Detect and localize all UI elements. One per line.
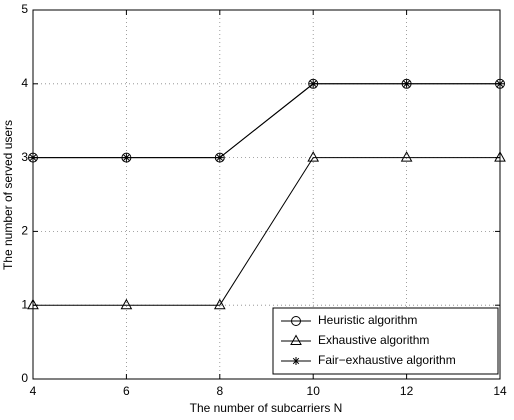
marker: [307, 151, 320, 162]
marker: [215, 153, 224, 162]
marker: [309, 79, 318, 88]
legend-marker: [292, 357, 300, 365]
marker: [27, 298, 39, 310]
x-axis-label: The number of subcarriers N: [190, 401, 343, 415]
legend-label: Exhaustive algorithm: [318, 333, 429, 347]
marker: [213, 298, 226, 310]
marker: [402, 79, 411, 88]
legend: Heuristic algorithm Exhaustive algorithm F…: [272, 307, 499, 375]
marker: [496, 79, 504, 88]
x-tick-label: 12: [400, 384, 414, 398]
series-line: [33, 157, 500, 306]
y-tick-label: 0: [21, 371, 28, 385]
series-line: [33, 83, 500, 159]
marker: [494, 151, 506, 162]
x-tick-label: 6: [123, 384, 130, 398]
legend-label: Fair−exhaustive algorithm: [318, 353, 456, 367]
y-tick-label: 4: [21, 76, 28, 90]
plot-frame: [32, 9, 501, 380]
legend-label: Heuristic algorithm: [318, 313, 417, 327]
y-tick-label: 2: [21, 224, 28, 238]
y-tick-label: 3: [21, 150, 28, 164]
x-tick-label: 8: [216, 384, 223, 398]
x-tick-label: 14: [493, 384, 507, 398]
y-axis-label: The number of served users: [1, 120, 15, 270]
y-tick-label: 1: [21, 297, 28, 311]
legend-marker: [291, 316, 301, 326]
marker: [120, 298, 133, 310]
y-tick-label: 5: [21, 2, 28, 16]
x-tick-label: 10: [307, 384, 321, 398]
x-tick-label: 4: [30, 384, 37, 398]
marker: [400, 151, 413, 162]
marker: [122, 153, 131, 162]
legend-marker: [290, 334, 302, 345]
marker: [29, 153, 37, 162]
